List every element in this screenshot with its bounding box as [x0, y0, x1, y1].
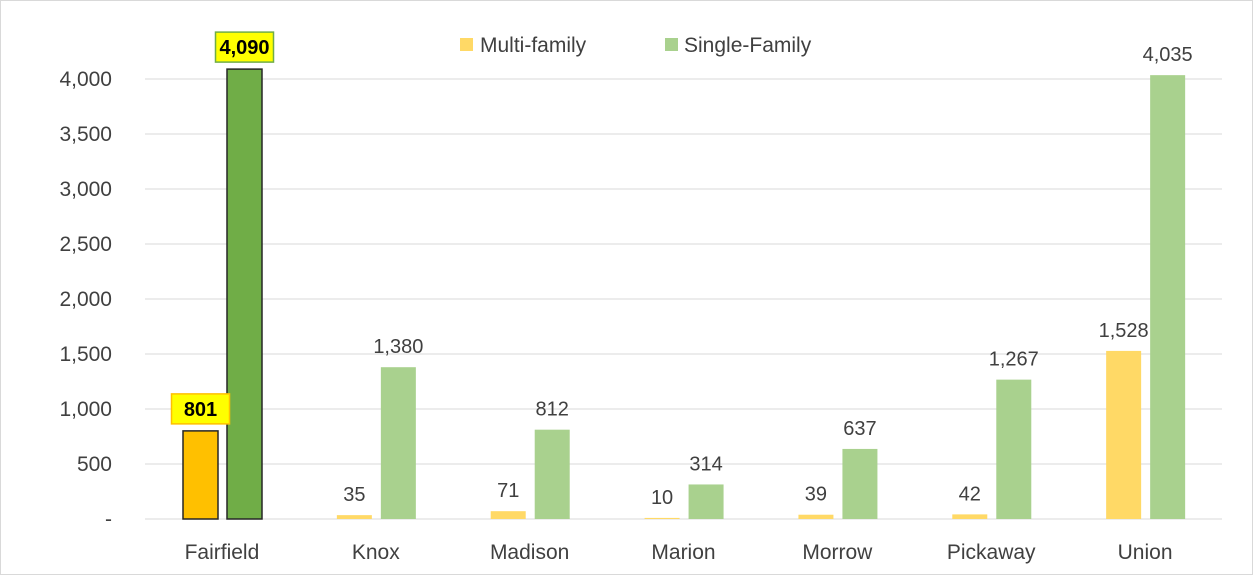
bar-single-family-knox	[380, 367, 416, 519]
x-tick-label: Union	[1118, 541, 1173, 564]
grid-lines	[145, 78, 1222, 520]
bar-multi-family-union	[1106, 350, 1142, 519]
legend-swatch-multi-family	[460, 38, 473, 51]
y-tick-label: 3,500	[59, 123, 112, 146]
bar-single-family-morrow	[842, 448, 878, 519]
data-label: 42	[959, 483, 981, 505]
data-label: 4,090	[219, 37, 269, 59]
data-label: 4,035	[1143, 44, 1193, 66]
bar-multi-family-morrow	[798, 514, 834, 519]
bar-multi-family-knox	[336, 515, 372, 519]
y-tick-label: 3,000	[59, 178, 112, 201]
y-tick-label: 2,500	[59, 233, 112, 256]
y-tick-label: 1,000	[59, 398, 112, 421]
data-label-highlight-box	[170, 393, 231, 425]
data-label: 1,267	[989, 349, 1039, 371]
data-labels: 801 4,090 35 1,380 71 812 10 314 39 637 42 1,267 1,5…	[170, 31, 1193, 509]
x-tick-label: Morrow	[802, 541, 873, 564]
data-label: 71	[497, 480, 519, 502]
y-tick-label: 1,500	[59, 343, 112, 366]
y-tick-label: 4,000	[59, 68, 112, 91]
y-tick-label: 500	[77, 453, 112, 476]
x-tick-label: Madison	[490, 541, 569, 564]
bar-single-family-madison	[534, 429, 570, 519]
data-label: 314	[689, 453, 722, 475]
legend-label-single-family: Single-Family	[684, 34, 812, 57]
data-label: 637	[843, 418, 876, 440]
x-tick-label: Marion	[651, 541, 715, 564]
data-label: 39	[805, 484, 827, 506]
bar-single-family-pickaway	[996, 379, 1032, 519]
data-label: 35	[343, 484, 365, 506]
x-axis-categories: Fairfield Knox Madison Marion Morrow Pickaway…	[185, 541, 1173, 564]
bar-single-family-union	[1150, 75, 1186, 520]
data-label-highlight-box	[214, 31, 275, 63]
data-label: 1,380	[373, 336, 423, 358]
data-label: 10	[651, 487, 673, 509]
legend: Multi-family Single-Family	[460, 34, 812, 57]
bar-multi-family-fairfield	[182, 430, 219, 520]
y-tick-label: 2,000	[59, 288, 112, 311]
y-tick-label: -	[105, 508, 112, 531]
data-label: 812	[536, 399, 569, 421]
y-axis-ticks: - 500 1,000 1,500 2,000 2,500 3,000 3,500 4,000	[59, 68, 112, 531]
data-label: 801	[184, 399, 217, 421]
x-tick-label: Knox	[352, 541, 400, 564]
legend-swatch-single-family	[665, 38, 678, 51]
bar-multi-family-madison	[490, 511, 526, 519]
legend-label-multi-family: Multi-family	[480, 34, 587, 57]
bar-single-family-fairfield	[226, 68, 263, 520]
bars	[182, 68, 1186, 520]
x-tick-label: Fairfield	[185, 541, 260, 564]
bar-multi-family-pickaway	[952, 514, 988, 519]
bar-single-family-marion	[688, 484, 724, 519]
bar-multi-family-marion	[644, 517, 680, 519]
x-tick-label: Pickaway	[947, 541, 1036, 564]
data-label: 1,528	[1099, 320, 1149, 342]
